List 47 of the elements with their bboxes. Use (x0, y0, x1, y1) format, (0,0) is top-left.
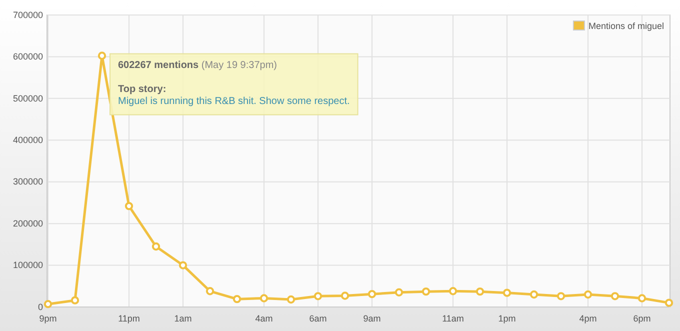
point (152, 242, 160, 251)
annotation: Top story: (118, 84, 166, 95)
x-tick-label: 11pm (118, 313, 140, 324)
annotation: 602267 mentions (118, 60, 200, 71)
point (206, 287, 214, 296)
x-tick-label: 6am (309, 313, 327, 324)
point (502, 288, 512, 297)
point (638, 294, 646, 302)
point (530, 290, 538, 299)
point (44, 300, 52, 308)
y-tick-label: 300000 (12, 176, 43, 187)
legend-label: Mentions of miguel (588, 21, 664, 31)
point (394, 288, 404, 296)
point (584, 290, 592, 299)
x-tick-label: 9am (363, 313, 381, 324)
point (664, 298, 674, 307)
point (476, 287, 484, 296)
annotation: Miguel is running this R&B shit. Show some respect. (118, 96, 350, 107)
point (124, 202, 134, 210)
point (368, 290, 376, 298)
x-tick-label: 11am (442, 313, 464, 324)
y-tick-label: 600000 (12, 52, 43, 62)
point (286, 295, 296, 304)
point (610, 292, 620, 300)
point (232, 294, 242, 304)
x-tick-label: 1am (174, 313, 192, 324)
point (556, 292, 566, 300)
y-tick-label: 0 (38, 302, 43, 312)
annotation: (May 19 9:37pm) (198, 60, 277, 71)
y-tick-label: 400000 (12, 135, 43, 146)
point (70, 296, 80, 304)
x-tick-label: 9pm (39, 313, 57, 324)
point (340, 292, 350, 300)
y-tick-label: 700000 (12, 10, 43, 20)
x-tick-label: 6pm (633, 313, 651, 324)
point (314, 292, 322, 300)
point (260, 294, 268, 302)
point (422, 287, 430, 296)
point (448, 287, 458, 296)
x-tick-label: 4am (255, 313, 273, 324)
y-tick-label: 100000 (12, 260, 43, 270)
x-tick-label: 4pm (579, 313, 597, 324)
y-tick-label: 500000 (12, 93, 43, 104)
point (178, 261, 188, 270)
point (98, 52, 106, 60)
x-tick-label: 1pm (498, 313, 516, 324)
y-tick-label: 200000 (12, 218, 43, 228)
